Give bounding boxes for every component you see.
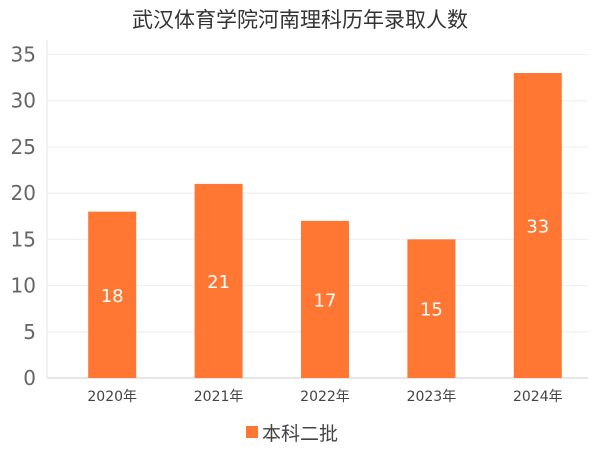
- bar[interactable]: [194, 183, 243, 378]
- bar-value-label: 18: [101, 286, 124, 307]
- y-tick-label: 0: [23, 366, 36, 390]
- legend-label: 本科二批: [262, 423, 338, 445]
- x-axis: 2020年 2021年 2022年 2023年 2024年: [87, 389, 562, 405]
- y-axis: 0 5 10 15 20 25 30 35: [11, 43, 36, 390]
- y-tick-label: 30: [11, 89, 36, 113]
- bar[interactable]: [301, 220, 349, 378]
- bar[interactable]: [513, 73, 562, 378]
- bar-value-label: 15: [420, 300, 443, 321]
- bars: 18 21 17 15 33: [88, 73, 562, 378]
- legend[interactable]: 本科二批: [246, 423, 338, 445]
- y-tick-label: 25: [11, 135, 36, 159]
- y-tick-label: 35: [11, 43, 36, 67]
- legend-swatch: [246, 426, 258, 438]
- bar-value-label: 33: [526, 217, 549, 238]
- bar[interactable]: [88, 211, 137, 378]
- y-tick-label: 15: [11, 227, 36, 251]
- y-tick-label: 20: [11, 181, 36, 205]
- y-tick-label: 10: [11, 274, 36, 298]
- y-tick-label: 5: [23, 320, 36, 344]
- chart-title: 武汉体育学院河南理科历年录取人数: [132, 8, 468, 32]
- bar[interactable]: [407, 239, 456, 378]
- x-tick-label: 2024年: [513, 389, 563, 405]
- bar-value-label: 17: [314, 290, 337, 311]
- x-tick-label: 2020年: [87, 389, 137, 405]
- x-tick-label: 2022年: [300, 389, 350, 405]
- x-tick-label: 2021年: [194, 389, 244, 405]
- x-tick-label: 2023年: [407, 389, 457, 405]
- bar-value-label: 21: [207, 272, 230, 293]
